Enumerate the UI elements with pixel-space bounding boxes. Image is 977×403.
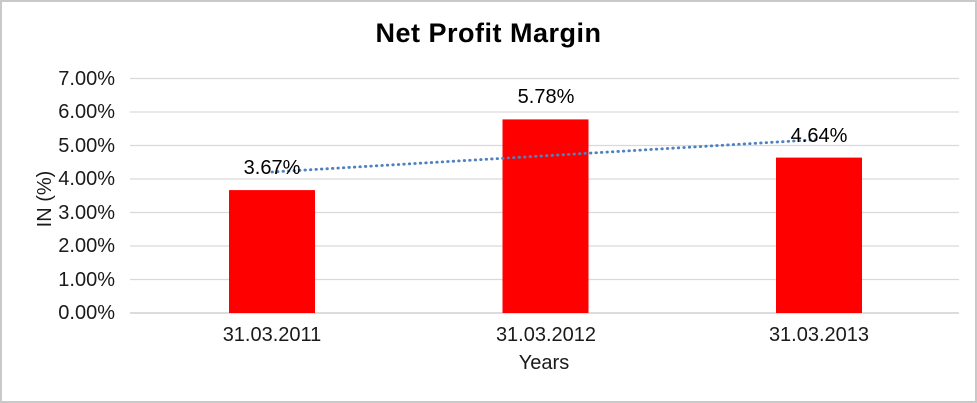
y-tick-label: 2.00% [58,235,115,257]
y-tick-label: 1.00% [58,269,115,291]
bar [229,190,315,313]
x-tick-label: 31.03.2011 [222,324,322,346]
y-axis-title: IN (%) [34,170,56,228]
chart-title: Net Profit Margin [375,18,602,48]
y-tick-label: 5.00% [58,135,115,157]
bar [502,119,589,314]
bar [776,157,862,313]
x-tick-label: 31.03.2013 [768,324,870,346]
data-label: 5.78% [517,86,575,108]
data-label: 4.64% [790,125,848,147]
trendline [270,138,821,174]
y-tick-label: 3.00% [58,202,115,224]
y-tick-label: 0.00% [58,302,115,324]
data-label: 3.67% [243,157,301,179]
y-tick-label: 7.00% [58,68,115,90]
y-tick-label: 6.00% [58,101,115,123]
y-tick-label: 4.00% [58,168,115,190]
x-tick-label: 31.03.2012 [495,324,597,346]
x-axis-title: Years [518,352,570,374]
